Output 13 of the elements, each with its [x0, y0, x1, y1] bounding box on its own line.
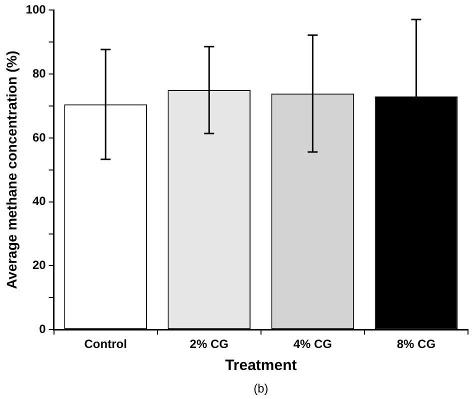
text: (b) [254, 381, 268, 396]
x-tick-label: Control [84, 337, 127, 352]
y-tick-label: 80 [32, 66, 46, 80]
y-tick-label: 20 [32, 258, 46, 272]
y-tick-label: 0 [39, 322, 46, 336]
x-axis-title: Treatment [225, 357, 297, 374]
y-axis-title: Average methane concentration (%) [3, 50, 20, 290]
x-tick-label: 2% CG [190, 337, 228, 352]
y-tick-label: 60 [32, 130, 46, 144]
x-tick-label: 8% CG [396, 337, 436, 352]
y-tick-label: 40 [32, 194, 46, 208]
y-tick-label: 100 [26, 2, 46, 17]
x-tick-label: 4% CG [293, 337, 332, 352]
